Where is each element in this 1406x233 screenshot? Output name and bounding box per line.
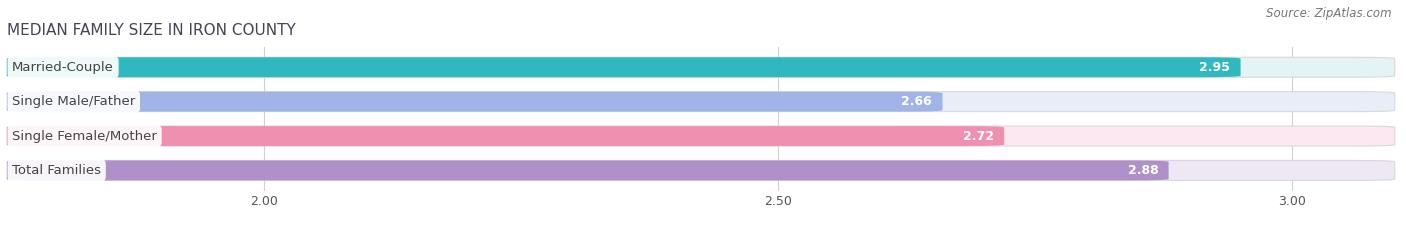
Text: 2.66: 2.66 [901,95,932,108]
FancyBboxPatch shape [7,57,1240,77]
Text: Source: ZipAtlas.com: Source: ZipAtlas.com [1267,7,1392,20]
Text: 2.72: 2.72 [963,130,994,143]
Text: Married-Couple: Married-Couple [13,61,114,74]
Text: 2.95: 2.95 [1199,61,1230,74]
FancyBboxPatch shape [7,161,1168,180]
Text: MEDIAN FAMILY SIZE IN IRON COUNTY: MEDIAN FAMILY SIZE IN IRON COUNTY [7,24,295,38]
Text: 2.88: 2.88 [1128,164,1159,177]
FancyBboxPatch shape [7,92,942,112]
Text: Single Male/Father: Single Male/Father [13,95,135,108]
FancyBboxPatch shape [7,57,1395,77]
FancyBboxPatch shape [7,126,1004,146]
FancyBboxPatch shape [7,92,1395,112]
Text: Total Families: Total Families [13,164,101,177]
FancyBboxPatch shape [7,126,1395,146]
Text: Single Female/Mother: Single Female/Mother [13,130,157,143]
FancyBboxPatch shape [7,161,1395,180]
